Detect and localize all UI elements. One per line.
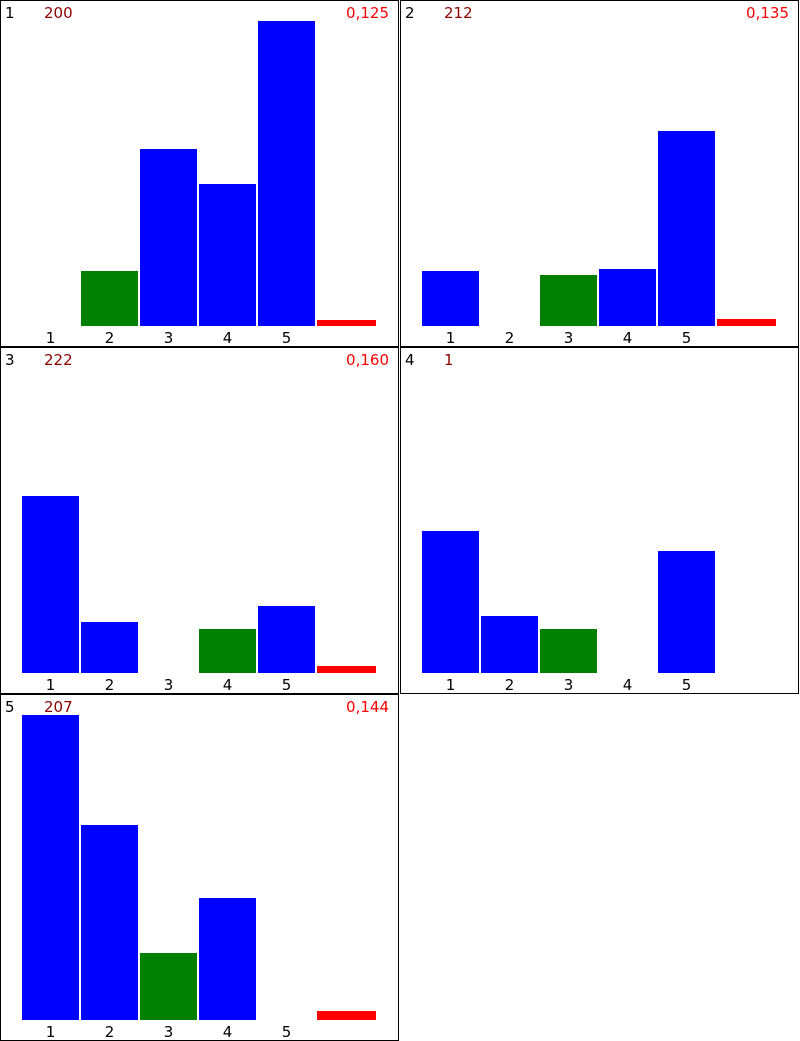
tick-label-4: 4 (623, 676, 633, 693)
count-label: 200 (44, 4, 73, 22)
tick-label-3: 3 (164, 676, 174, 693)
chart-svg-2: 2 212 0,135 1 2 3 4 5 (405, 4, 789, 346)
chart-panel-2: 2 212 0,135 1 2 3 4 5 (400, 0, 799, 347)
count-label: 207 (44, 698, 73, 716)
tick-label-3: 3 (164, 1023, 174, 1040)
ratio-label: 0,144 (346, 698, 389, 716)
chart-panel-3: 3 222 0,160 1 2 3 4 5 (0, 347, 399, 694)
bar-3 (540, 275, 597, 326)
bar-2 (81, 271, 138, 326)
ratio-label: 0,125 (346, 4, 389, 22)
ratio-label: 0,135 (746, 4, 789, 22)
tick-label-4: 4 (223, 676, 233, 693)
tick-label-4: 4 (623, 329, 633, 346)
red-marker-bar (717, 319, 776, 326)
bar-2 (81, 825, 138, 1020)
tick-label-1: 1 (446, 329, 456, 346)
red-marker-bar (317, 1011, 376, 1020)
bar-1 (22, 715, 79, 1020)
bar-4 (199, 898, 256, 1020)
tick-label-4: 4 (223, 1023, 233, 1040)
bar-3 (140, 149, 197, 326)
panel-label: 4 (405, 351, 415, 369)
bar-1 (422, 531, 479, 673)
bar-3 (140, 953, 197, 1020)
ratio-label: 0,160 (346, 351, 389, 369)
tick-label-5: 5 (282, 676, 292, 693)
tick-label-5: 5 (282, 1023, 292, 1040)
tick-label-1: 1 (46, 676, 56, 693)
panel-label: 2 (405, 4, 415, 22)
chart-panel-1: 1 200 0,125 1 2 3 4 5 (0, 0, 399, 347)
bar-5 (258, 21, 315, 326)
bar-5 (658, 551, 715, 673)
tick-label-2: 2 (105, 1023, 115, 1040)
bar-2 (481, 616, 538, 673)
tick-label-2: 2 (505, 676, 515, 693)
tick-label-4: 4 (223, 329, 233, 346)
tick-label-3: 3 (564, 329, 574, 346)
chart-svg-4: 4 1 1 2 3 4 5 (405, 351, 715, 693)
chart-svg-1: 1 200 0,125 1 2 3 4 5 (5, 4, 389, 346)
panel-label: 1 (5, 4, 15, 22)
tick-label-3: 3 (564, 676, 574, 693)
tick-label-5: 5 (682, 329, 692, 346)
tick-label-2: 2 (105, 676, 115, 693)
bar-4 (599, 269, 656, 326)
count-label: 222 (44, 351, 73, 369)
tick-label-1: 1 (46, 329, 56, 346)
chart-panel-4: 4 1 1 2 3 4 5 (400, 347, 799, 694)
bar-5 (658, 131, 715, 326)
count-label: 1 (444, 351, 454, 369)
bar-1 (22, 496, 79, 673)
tick-label-2: 2 (105, 329, 115, 346)
tick-label-1: 1 (46, 1023, 56, 1040)
bar-5 (258, 606, 315, 673)
chart-panel-5: 5 207 0,144 1 2 3 4 5 (0, 694, 399, 1041)
panel-label: 3 (5, 351, 15, 369)
red-marker-bar (317, 320, 376, 326)
tick-label-2: 2 (505, 329, 515, 346)
count-label: 212 (444, 4, 473, 22)
bar-4 (199, 184, 256, 326)
tick-label-5: 5 (282, 329, 292, 346)
bar-3 (540, 629, 597, 673)
panel-label: 5 (5, 698, 15, 716)
bar-2 (81, 622, 138, 673)
tick-label-1: 1 (446, 676, 456, 693)
bar-1 (422, 271, 479, 326)
bar-4 (199, 629, 256, 673)
tick-label-3: 3 (164, 329, 174, 346)
chart-svg-3: 3 222 0,160 1 2 3 4 5 (5, 351, 389, 693)
red-marker-bar (317, 666, 376, 673)
chart-svg-5: 5 207 0,144 1 2 3 4 5 (5, 698, 389, 1040)
tick-label-5: 5 (682, 676, 692, 693)
